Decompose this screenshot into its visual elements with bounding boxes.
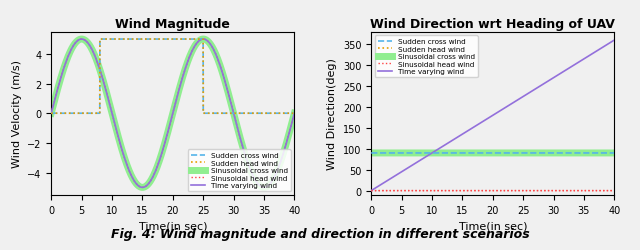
X-axis label: Time(in sec): Time(in sec) xyxy=(138,220,207,230)
X-axis label: Time(in sec): Time(in sec) xyxy=(458,220,527,230)
Title: Wind Direction wrt Heading of UAV: Wind Direction wrt Heading of UAV xyxy=(371,18,615,31)
Y-axis label: Wind Direction(deg): Wind Direction(deg) xyxy=(327,58,337,170)
Legend: Sudden cross wind, Sudden head wind, Sinusoidal cross wind, Sinusoidal head wind: Sudden cross wind, Sudden head wind, Sin… xyxy=(375,36,478,78)
Text: Fig. 4: Wind magnitude and direction in different scenarios: Fig. 4: Wind magnitude and direction in … xyxy=(111,227,529,240)
Legend: Sudden cross wind, Sudden head wind, Sinusoidal cross wind, Sinusoidal head wind: Sudden cross wind, Sudden head wind, Sin… xyxy=(188,150,291,192)
Y-axis label: Wind Velocity (m/s): Wind Velocity (m/s) xyxy=(12,60,22,168)
Title: Wind Magnitude: Wind Magnitude xyxy=(115,18,230,31)
